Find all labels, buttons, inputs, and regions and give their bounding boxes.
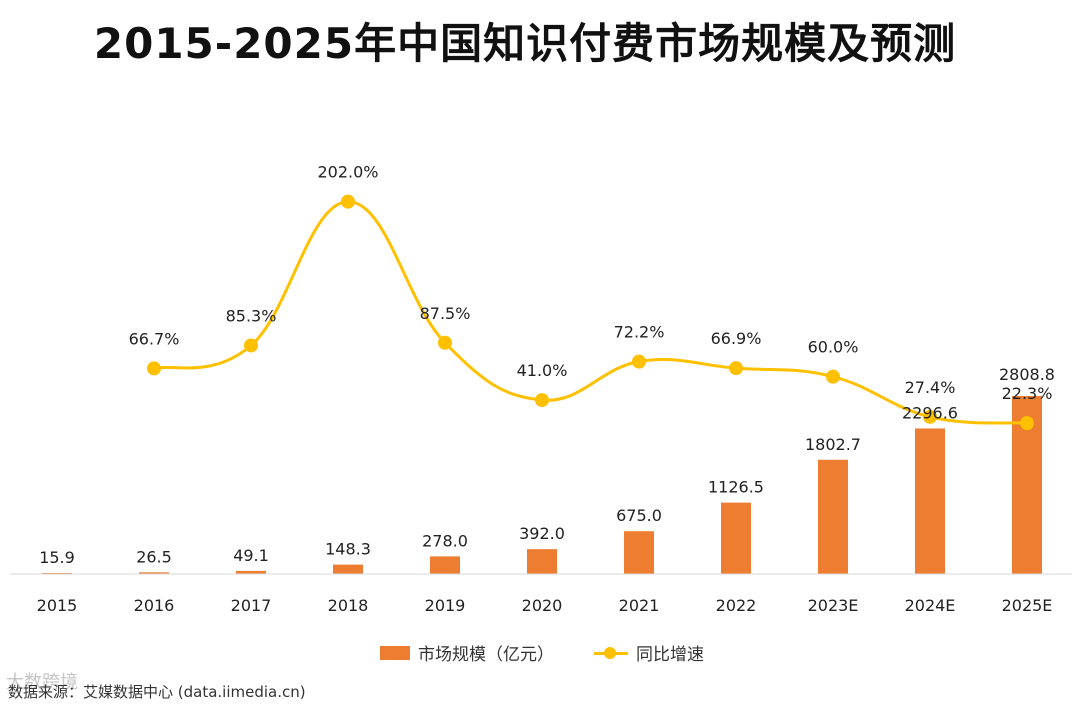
chart-title: 2015-2025年中国知识付费市场规模及预测 [93, 19, 957, 68]
legend-bar-label: 市场规模（亿元） [418, 645, 554, 665]
growth-label-2017: 85.3% [226, 306, 277, 325]
bar-label-2022: 1126.5 [708, 478, 764, 497]
bar-label-2024E: 2296.6 [902, 403, 958, 422]
growth-label-2021: 72.2% [614, 323, 665, 342]
x-tick-2024E: 2024E [905, 596, 956, 615]
growth-point-2020 [535, 393, 549, 408]
bar-2021 [624, 531, 654, 574]
x-tick-2019: 2019 [425, 596, 466, 615]
growth-point-2023E [826, 369, 840, 384]
bar-label-2021: 675.0 [616, 506, 662, 525]
bar-label-2017: 49.1 [233, 546, 269, 565]
bar-label-2023E: 1802.7 [805, 435, 861, 454]
growth-label-2025E: 22.3% [1002, 384, 1053, 403]
chart-canvas: 15.9 26.5 49.1 148.3 278.0 392.0 675.0 1126.5 18… [10, 163, 1072, 615]
x-tick-2025E: 2025E [1002, 596, 1053, 615]
legend-bar-swatch [380, 645, 410, 660]
growth-label-2020: 41.0% [517, 361, 568, 380]
growth-label-2023E: 60.0% [808, 338, 859, 357]
source-note: 数据来源：艾媒数据中心 (data.iimedia.cn) [8, 683, 306, 701]
bar-2022 [721, 502, 751, 574]
bar-2015 [42, 572, 72, 574]
legend-line-swatch [594, 646, 628, 660]
bar-label-2025E: 2808.8 [999, 365, 1055, 384]
growth-label-2016: 66.7% [129, 329, 180, 348]
bar-2017 [236, 570, 266, 574]
bar-2019 [430, 556, 460, 574]
legend-item-bar: 市场规模（亿元） [380, 640, 554, 665]
bar-label-2020: 392.0 [519, 524, 565, 543]
growth-label-2018: 202.0% [317, 163, 378, 182]
bar-label-2019: 278.0 [422, 531, 468, 550]
x-tick-2017: 2017 [231, 596, 272, 615]
bar-2018 [333, 564, 363, 574]
legend: 市场规模（亿元） 同比增速 [380, 640, 704, 665]
growth-label-2022: 66.9% [711, 329, 762, 348]
bar-2020 [527, 549, 557, 574]
growth-point-2016 [147, 361, 161, 376]
growth-point-2025E [1020, 416, 1034, 431]
x-tick-2022: 2022 [716, 596, 757, 615]
x-tick-2018: 2018 [328, 596, 369, 615]
bar-2016 [139, 572, 169, 574]
legend-line-label: 同比增速 [636, 645, 704, 665]
bar-2023E [818, 459, 848, 574]
growth-point-2018 [341, 194, 355, 209]
growth-point-2017 [244, 338, 258, 353]
bar-label-2018: 148.3 [325, 540, 371, 559]
growth-label-2019: 87.5% [420, 304, 471, 323]
growth-point-2019 [438, 335, 452, 350]
legend-item-line: 同比增速 [594, 640, 704, 665]
growth-point-2024E [923, 409, 937, 424]
x-tick-2021: 2021 [619, 596, 660, 615]
bar-2024E [915, 428, 945, 574]
bar-label-2015: 15.9 [39, 548, 75, 567]
x-tick-2016: 2016 [134, 596, 175, 615]
watermark: 大数跨境 [6, 672, 78, 693]
growth-label-2024E: 27.4% [905, 378, 956, 397]
x-tick-2023E: 2023E [808, 596, 859, 615]
x-tick-2020: 2020 [522, 596, 563, 615]
bar-label-2016: 26.5 [136, 547, 172, 566]
x-tick-2015: 2015 [37, 596, 78, 615]
growth-point-2022 [729, 361, 743, 376]
growth-line [153, 200, 1028, 425]
growth-point-2021 [632, 354, 646, 369]
